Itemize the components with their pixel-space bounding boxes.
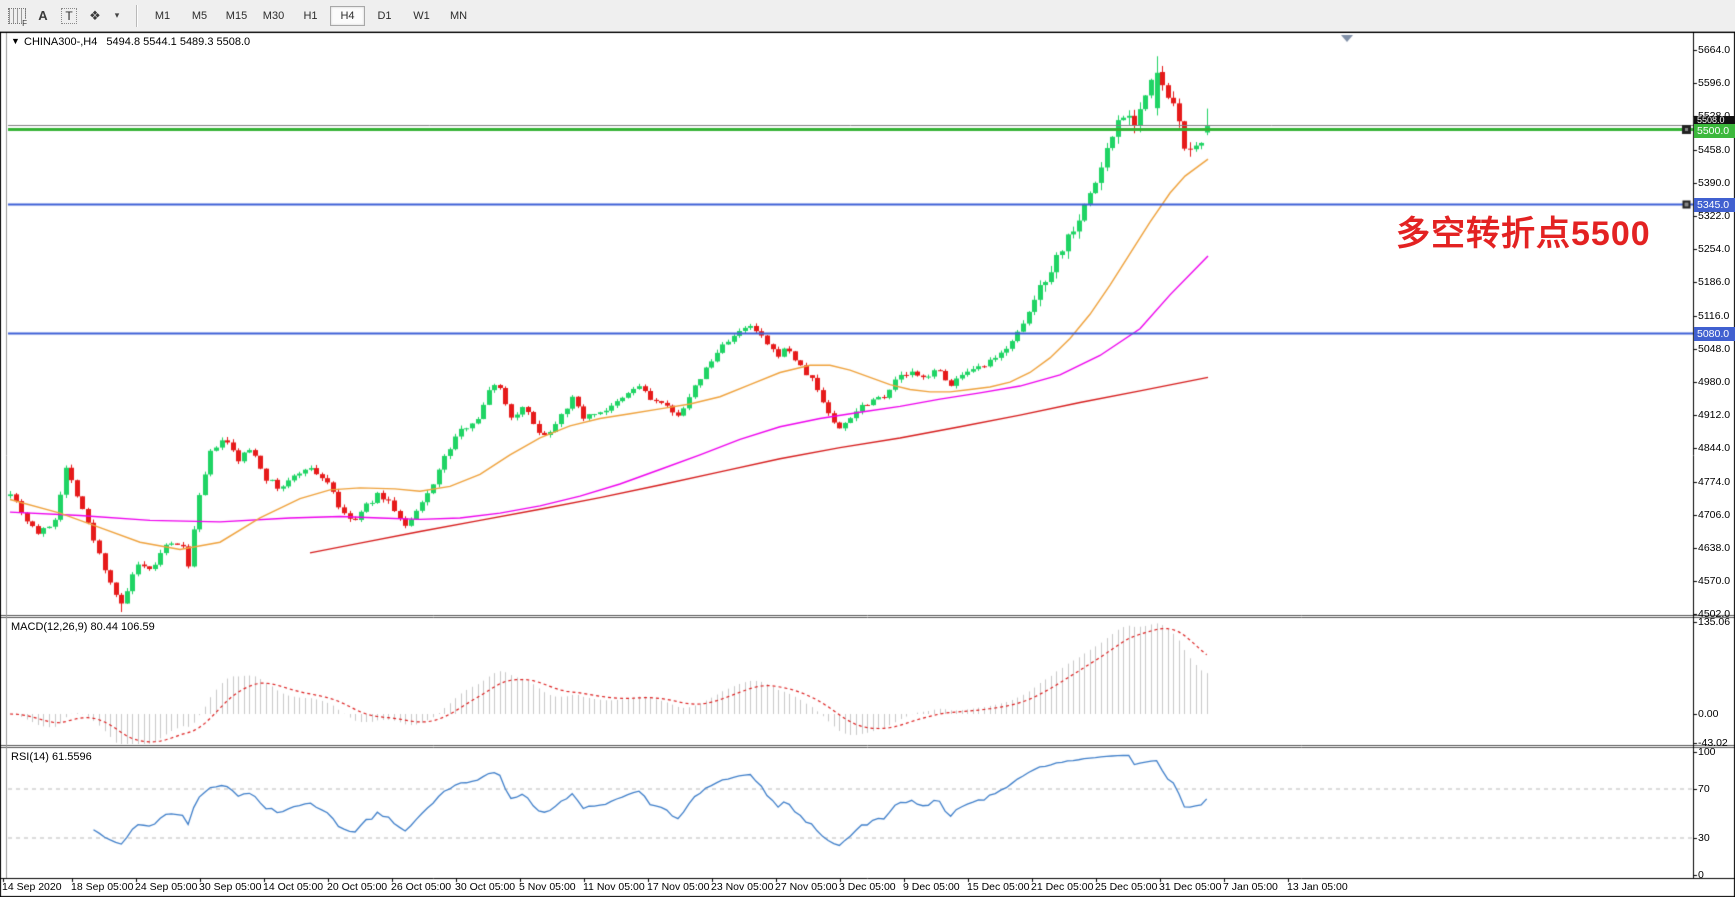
price-axis-label: 5116.0 (1698, 310, 1730, 322)
price-axis-label: 4570.0 (1698, 575, 1731, 587)
price-axis-label: 4706.0 (1698, 509, 1731, 521)
price-axis-label: 4502.0 (1698, 608, 1731, 620)
time-axis-label: 25 Dec 05:00 (1095, 881, 1158, 893)
price-axis-label: 5254.0 (1698, 243, 1731, 255)
time-axis-label: 27 Nov 05:00 (775, 881, 838, 893)
timeframe-button-m30[interactable]: M30 (262, 9, 285, 22)
time-axis-label: 26 Oct 05:00 (391, 881, 452, 893)
time-axis-label: 13 Jan 05:00 (1287, 881, 1348, 893)
time-axis-label: 3 Dec 05:00 (839, 881, 896, 893)
macd-indicator-label: MACD(12,26,9) 80.44 106.59 (11, 621, 155, 633)
price-axis-label: 5596.0 (1698, 77, 1731, 89)
chart-ohlc-values: 5494.8 5544.1 5489.3 5508.0 (106, 36, 251, 48)
price-axis-label: 5322.0 (1698, 210, 1731, 222)
chart-title-caret-icon[interactable]: ▼ (11, 36, 20, 46)
price-axis-label: 4638.0 (1698, 542, 1731, 554)
time-axis-label: 9 Dec 05:00 (903, 881, 960, 893)
timeframe-button-m5[interactable]: M5 (191, 9, 208, 22)
t-glyph: T (61, 7, 77, 24)
price-axis-label: 5458.0 (1698, 144, 1731, 156)
rsi-axis-label: 0 (1698, 869, 1704, 881)
timeframe-button-m15[interactable]: M15 (225, 9, 248, 22)
timeframe-button-h4[interactable]: H4 (330, 5, 365, 26)
price-axis-label: 4912.0 (1698, 409, 1731, 421)
text-label-icon[interactable]: A (38, 8, 48, 23)
time-axis-label: 14 Oct 05:00 (263, 881, 324, 893)
time-axis-label: 30 Sep 05:00 (199, 881, 262, 893)
time-axis-label: 7 Jan 05:00 (1223, 881, 1278, 893)
price-axis-label: 4980.0 (1698, 376, 1731, 388)
price-axis-label: 5664.0 (1698, 44, 1731, 56)
macd-axis-label: 135.06 (1698, 616, 1731, 628)
chart-toolbar: F A T ❖ ▾ M1 M5 M15 M30 H1 H4 D1 W1 MN (0, 0, 1735, 32)
timeframe-button-d1[interactable]: D1 (377, 9, 392, 22)
price-axis-label: 5186.0 (1698, 276, 1731, 288)
time-axis-label: 24 Sep 05:00 (135, 881, 198, 893)
time-axis-label: 20 Oct 05:00 (327, 881, 388, 893)
text-box-icon[interactable]: T (58, 5, 80, 27)
rsi-axis-label: 30 (1698, 832, 1710, 844)
price-axis-label: 5048.0 (1698, 343, 1731, 355)
rsi-axis-label: 100 (1698, 746, 1716, 758)
price-axis-label: 4844.0 (1698, 442, 1731, 454)
timeframe-button-group: M1 M5 M15 M30 H1 H4 D1 W1 MN (144, 5, 477, 26)
rsi-indicator-label: RSI(14) 61.5596 (11, 751, 92, 763)
timeframe-button-w1[interactable]: W1 (413, 9, 430, 22)
chart-title: CHINA300-,H4 5494.8 5544.1 5489.3 5508.0 (24, 36, 250, 48)
grid-f-letter: F (22, 18, 27, 28)
timeframe-button-mn[interactable]: MN (449, 9, 468, 22)
price-axis-label: 4774.0 (1698, 476, 1731, 488)
timeframe-button-h1[interactable]: H1 (303, 9, 318, 22)
hline-price-tag-5345: 5345.0 (1694, 198, 1735, 212)
time-axis-label: 17 Nov 05:00 (647, 881, 710, 893)
chart-symbol-period: CHINA300-,H4 (24, 36, 98, 48)
time-axis-label: 18 Sep 05:00 (71, 881, 134, 893)
time-axis-label: 30 Oct 05:00 (455, 881, 516, 893)
grid-glyph: F (8, 7, 27, 28)
time-axis-label: 5 Nov 05:00 (519, 881, 576, 893)
price-axis-label: 5390.0 (1698, 177, 1731, 189)
chart-text-annotation[interactable]: 多空转折点5500 (1396, 215, 1651, 253)
chart-grid-templates-icon[interactable]: F (6, 5, 28, 28)
time-axis-label: 11 Nov 05:00 (583, 881, 645, 893)
hline-price-tag-5080: 5080.0 (1694, 327, 1735, 341)
time-axis-label: 21 Dec 05:00 (1031, 881, 1094, 893)
chart-canvas[interactable] (0, 32, 1735, 897)
time-axis-label: 31 Dec 05:00 (1159, 881, 1222, 893)
chart-window: ▼ CHINA300-,H4 5494.8 5544.1 5489.3 5508… (0, 32, 1735, 897)
rsi-axis-label: 70 (1698, 783, 1710, 795)
current-price-tag: 5508.0 (1694, 116, 1735, 125)
macd-axis-label: -43.02 (1698, 737, 1728, 749)
macd-axis-label: 0.00 (1698, 708, 1719, 720)
dropdown-caret-icon[interactable]: ▾ (114, 10, 120, 20)
time-axis-label: 23 Nov 05:00 (711, 881, 774, 893)
time-axis-label: 14 Sep 2020 (2, 881, 62, 893)
hline-price-tag-5500: 5500.0 (1694, 124, 1735, 138)
timeframe-button-m1[interactable]: M1 (154, 9, 171, 22)
toolbar-separator (136, 4, 138, 27)
time-axis-label: 15 Dec 05:00 (967, 881, 1030, 893)
shapes-icon[interactable]: ❖ (89, 7, 101, 23)
